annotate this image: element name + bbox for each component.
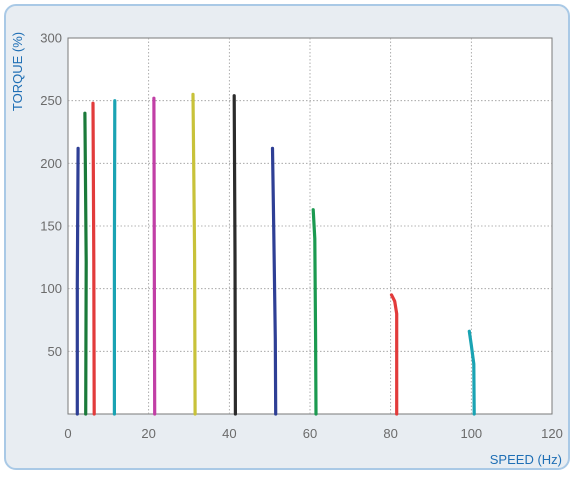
x-tick-label: 0 <box>64 426 71 441</box>
y-tick-label: 100 <box>40 281 62 296</box>
x-axis-title: SPEED (Hz) <box>490 452 562 467</box>
y-tick-labels: 50 100 150 200 250 300 <box>40 31 62 359</box>
series-group <box>75 92 476 416</box>
series-line-2 <box>83 111 88 416</box>
x-tick-label: 120 <box>541 426 563 441</box>
series-line-7 <box>232 94 237 416</box>
series-line-5 <box>152 96 157 416</box>
y-tick-label: 250 <box>40 93 62 108</box>
y-tick-label: 200 <box>40 156 62 171</box>
x-tick-label: 100 <box>460 426 482 441</box>
y-tick-label: 50 <box>48 344 62 359</box>
series-line-9 <box>311 208 318 416</box>
series-line-8 <box>270 146 278 416</box>
series-line-6 <box>191 92 197 416</box>
series-line-10 <box>389 293 399 416</box>
y-axis-title: TORQUE (%) <box>10 32 25 111</box>
x-tick-label: 80 <box>383 426 397 441</box>
y-tick-label: 300 <box>40 31 62 46</box>
series-line-11 <box>467 329 476 416</box>
series-line-1 <box>75 146 80 416</box>
y-tick-label: 150 <box>40 219 62 234</box>
x-tick-labels: 0 20 40 60 80 100 120 <box>64 426 562 441</box>
series-line-3 <box>91 101 96 416</box>
grid-lines <box>68 38 552 414</box>
x-tick-label: 20 <box>141 426 155 441</box>
x-tick-label: 60 <box>303 426 317 441</box>
x-tick-label: 40 <box>222 426 236 441</box>
